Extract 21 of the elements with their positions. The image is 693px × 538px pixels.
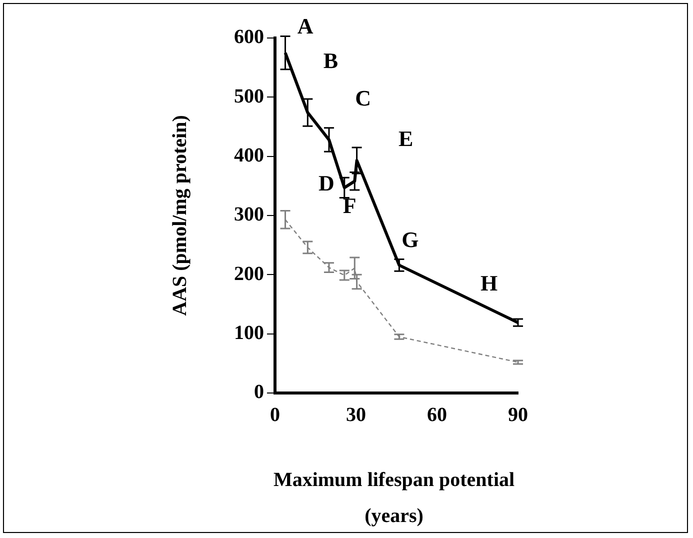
y-tick-label: 0 [254,381,264,404]
y-tick-label: 600 [234,26,264,48]
x-tick-label: 60 [427,404,447,426]
annotation: A [297,13,314,38]
x-tick-label: 0 [270,404,280,426]
y-tick-label: 500 [234,85,264,108]
y-axis-title: AAS (pmol/mg protein) [169,115,192,316]
x-tick-label: 30 [346,404,366,426]
y-tick-label: 400 [234,144,264,167]
annotation: C [355,85,371,110]
x-axis-title: Maximum lifespan potential (years) [272,468,516,529]
y-tick-label: 300 [234,204,264,226]
x-tick-label: 90 [508,404,528,426]
annotation: B [323,48,338,74]
annotation: F [342,192,356,218]
y-tick-label: 100 [234,322,264,344]
annotation: G [402,226,419,252]
annotation: D [318,170,334,196]
y-tick-label: 200 [234,262,264,285]
annotation: H [480,270,498,296]
annotation: E [398,126,414,152]
